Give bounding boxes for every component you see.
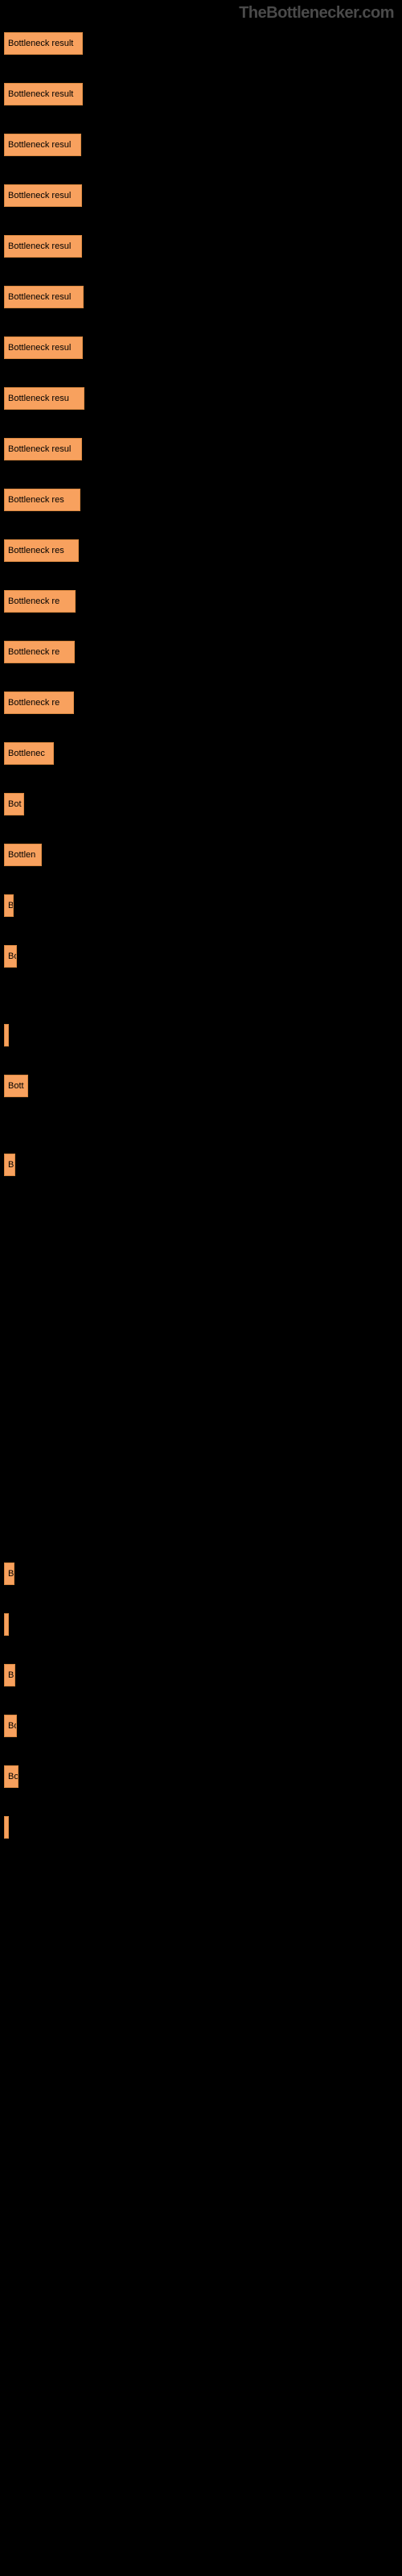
bar-row: Bottleneck re <box>4 691 402 714</box>
bar-label: Bottlenec <box>8 749 45 758</box>
bar-label: Bottleneck re <box>8 698 59 708</box>
bar-label: Bottleneck resul <box>8 242 71 251</box>
bar-row: Bottleneck resul <box>4 286 402 308</box>
watermark-text: TheBottlenecker.com <box>239 4 394 23</box>
bar-7: Bottleneck resu <box>4 387 84 410</box>
bar-14: Bottlenec <box>4 742 54 765</box>
bar-label: Bo <box>8 1772 18 1781</box>
bar-22: B <box>4 1563 14 1585</box>
bar-label: Bottleneck resul <box>8 191 71 200</box>
bar-17: B <box>4 894 14 917</box>
bar-10: Bottleneck res <box>4 539 79 562</box>
bar-row: Bottleneck resul <box>4 235 402 258</box>
bar-row: Bottleneck result <box>4 32 402 55</box>
bar-label: Bottleneck re <box>8 597 59 606</box>
bar-label: Bottleneck resul <box>8 444 71 454</box>
bar-label: Bottleneck resul <box>8 343 71 353</box>
bar-20: Bott <box>4 1075 28 1097</box>
bar-11: Bottleneck re <box>4 590 76 613</box>
bar-15: Bot <box>4 793 24 815</box>
bar-0: Bottleneck result <box>4 32 83 55</box>
bar-label: Bottleneck result <box>8 39 73 48</box>
bar-row: Bottleneck resul <box>4 336 402 359</box>
bar-row: Bottleneck resu <box>4 387 402 410</box>
bar-row: Bottleneck resul <box>4 134 402 156</box>
bar-23 <box>4 1613 9 1636</box>
bar-16: Bottlen <box>4 844 42 866</box>
bar-26: Bo <box>4 1765 18 1788</box>
bar-label: Bo <box>8 952 17 961</box>
bar-4: Bottleneck resul <box>4 235 82 258</box>
bar-row: B <box>4 1154 402 1176</box>
bar-27 <box>4 1816 9 1839</box>
bar-label: Bottleneck resu <box>8 394 69 403</box>
bar-row: B <box>4 1563 402 1585</box>
bar-row <box>4 1024 402 1046</box>
bar-row: B <box>4 1664 402 1686</box>
bar-row: Bottleneck re <box>4 641 402 663</box>
bar-8: Bottleneck resul <box>4 438 82 460</box>
bar-label: B <box>8 1670 14 1680</box>
bar-row: Bottleneck resul <box>4 438 402 460</box>
bar-label: Bottleneck resul <box>8 292 71 302</box>
bar-row: Bottlenec <box>4 742 402 765</box>
bar-19 <box>4 1024 9 1046</box>
bar-label: Bottleneck re <box>8 647 59 657</box>
bar-24: B <box>4 1664 15 1686</box>
bar-label: B <box>8 1160 14 1170</box>
bar-row: Bottlen <box>4 844 402 866</box>
bar-6: Bottleneck resul <box>4 336 83 359</box>
bar-label: Bo <box>8 1721 17 1731</box>
bar-row: Bott <box>4 1075 402 1097</box>
bar-3: Bottleneck resul <box>4 184 82 207</box>
bar-row: Bottleneck re <box>4 590 402 613</box>
bar-row: Bot <box>4 793 402 815</box>
bar-row: Bo <box>4 1765 402 1788</box>
bar-row: Bottleneck res <box>4 489 402 511</box>
bar-9: Bottleneck res <box>4 489 80 511</box>
bar-2: Bottleneck resul <box>4 134 81 156</box>
bar-row: Bottleneck res <box>4 539 402 562</box>
bar-label: Bottleneck resul <box>8 140 71 150</box>
bar-label: Bott <box>8 1081 24 1091</box>
bar-label: B <box>8 1569 14 1579</box>
bar-row: Bo <box>4 1715 402 1737</box>
bar-row: B <box>4 894 402 917</box>
bar-25: Bo <box>4 1715 17 1737</box>
bar-12: Bottleneck re <box>4 641 75 663</box>
bar-row <box>4 1613 402 1636</box>
bar-1: Bottleneck result <box>4 83 83 105</box>
bar-label: Bottleneck res <box>8 495 64 505</box>
bar-label: B <box>8 901 14 910</box>
bar-chart-container: Bottleneck result Bottleneck result Bott… <box>0 0 402 1839</box>
bar-18: Bo <box>4 945 17 968</box>
bar-row: Bottleneck resul <box>4 184 402 207</box>
bar-label: Bot <box>8 799 22 809</box>
bar-13: Bottleneck re <box>4 691 74 714</box>
bar-21: B <box>4 1154 15 1176</box>
bar-row <box>4 1816 402 1839</box>
bar-label: Bottleneck result <box>8 89 73 99</box>
bar-label: Bottleneck res <box>8 546 64 555</box>
bar-row: Bottleneck result <box>4 83 402 105</box>
bar-5: Bottleneck resul <box>4 286 84 308</box>
bar-label: Bottlen <box>8 850 35 860</box>
bar-row: Bo <box>4 945 402 968</box>
